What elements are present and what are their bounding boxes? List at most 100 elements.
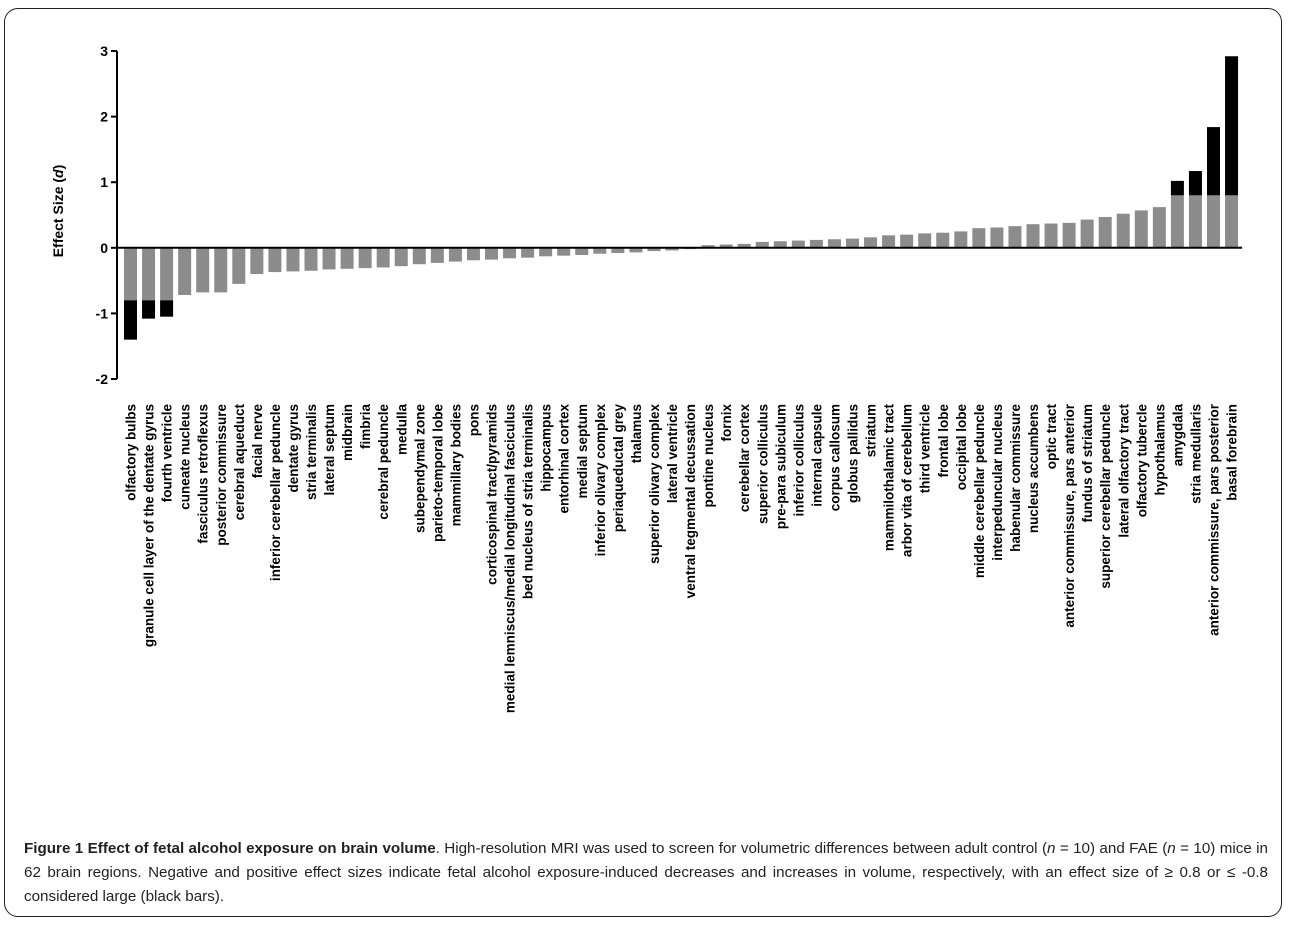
x-category-label: fasciculus retroflexus: [196, 404, 211, 544]
x-category-label: globus pallidus: [846, 404, 861, 503]
bar-arbor-vita-of-cerebellum: [900, 234, 914, 248]
bar-corpus-callosum: [827, 239, 841, 248]
x-category-label: third ventricle: [918, 404, 933, 494]
x-category-label: lateral septum: [322, 404, 337, 496]
bar-fasciculus-retroflexus: [196, 247, 210, 293]
x-category-label: periaqueductal grey: [611, 404, 626, 533]
x-category-label: medial lemniscus/medial longitudinal fas…: [503, 404, 518, 713]
bar-interpeduncular-nucleus: [990, 227, 1004, 248]
x-category-label: middle cerebellar peduncle: [972, 404, 987, 579]
bar-nucleus-accumbens: [1026, 224, 1040, 248]
x-category-label: medulla: [394, 404, 409, 456]
x-category-label: stria medullaris: [1188, 404, 1203, 504]
bar-olfactory-bulbs: [124, 247, 137, 301]
bar-frontal-lobe: [936, 232, 950, 248]
bar-habenular-commissure: [1008, 226, 1022, 248]
bar-basal-forebrain: [1225, 195, 1239, 248]
x-category-label: superior cerebellar peduncle: [1098, 404, 1113, 589]
bar-midbrain: [340, 247, 354, 269]
x-category-label: facial nerve: [250, 404, 265, 479]
x-category-label: cerebellar cortex: [737, 404, 752, 513]
x-category-label: hypothalamus: [1152, 404, 1167, 496]
x-category-label: inferior colliculus: [791, 404, 806, 517]
bar-lateral-ventricle: [665, 247, 679, 251]
bar-superior-colliculus: [755, 241, 769, 248]
bar-occipital-lobe: [954, 231, 968, 248]
x-category-label: ventral tegmental decussation: [683, 404, 698, 598]
x-category-label: medial septum: [575, 404, 590, 499]
x-category-label: dentate gyrus: [286, 404, 301, 493]
bar-lateral-septum: [322, 247, 336, 270]
x-category-label: nucleus accumbens: [1026, 404, 1041, 533]
bar-anterior-commissure-pars-posterior-large: [1207, 127, 1220, 196]
x-category-label: anterior commissure, pars posterior: [1207, 403, 1222, 636]
x-category-label: pons: [466, 404, 481, 436]
bar-stria-medullaris: [1188, 195, 1202, 248]
bar-inferior-colliculus: [791, 240, 805, 248]
bar-anterior-commissure-pars-posterior: [1207, 195, 1220, 248]
bar-fimbria: [358, 247, 372, 269]
x-category-label: cerebral aqueduct: [232, 404, 247, 521]
bar-third-ventricle: [918, 233, 932, 248]
bar-fornix: [719, 244, 733, 248]
bar-optic-tract: [1044, 223, 1058, 248]
y-tick-label: -1: [96, 305, 109, 321]
x-category-label: cuneate nucleus: [178, 404, 193, 510]
x-category-label: olfactory bulbs: [124, 404, 139, 501]
x-category-label: granule cell layer of the dentate gyrus: [142, 404, 157, 647]
bar-thalamus: [629, 247, 643, 253]
x-category-label: corpus callosum: [827, 404, 842, 511]
bar-cerebral-peduncle: [376, 247, 390, 268]
x-category-label: occipital lobe: [954, 404, 969, 491]
bar-lateral-olfactory-tract: [1116, 213, 1130, 248]
caption-text-1: . High-resolution MRI was used to screen…: [435, 840, 1047, 857]
x-category-label: pre-para subiculum: [773, 404, 788, 529]
x-category-label: amygdala: [1170, 404, 1185, 467]
bar-parieto-temporal-lobe: [430, 247, 444, 263]
bar-medial-septum: [575, 247, 589, 256]
x-category-label: superior colliculus: [755, 404, 770, 524]
bar-hippocampus: [539, 247, 553, 257]
bar-fundus-of-striatum: [1080, 219, 1094, 248]
x-category-label: superior olivary complex: [647, 404, 662, 564]
bar-hypothalamus: [1152, 207, 1166, 248]
x-category-label: fourth ventricle: [160, 404, 175, 503]
bar-bed-nucleus-of-stria-terminalis: [521, 247, 535, 258]
x-category-label: parieto-temporal lobe: [430, 404, 445, 543]
bar-medial-lemniscus-medial-longitudinal-fasciculus: [503, 247, 517, 259]
bar-cuneate-nucleus: [178, 247, 192, 296]
bar-stria-terminalis: [304, 247, 318, 271]
bar-fourth-ventricle-large: [160, 300, 174, 317]
x-category-label: inferior olivary complex: [593, 404, 608, 557]
bar-olfactory-bulbs-large: [124, 300, 137, 340]
x-category-label: entorhinal cortex: [557, 404, 572, 514]
x-category-label: internal capsule: [809, 404, 824, 507]
bar-cerebral-aqueduct: [232, 247, 246, 284]
bar-pre-para-subiculum: [773, 241, 787, 248]
bar-fourth-ventricle: [160, 247, 174, 301]
caption-n1-var: n: [1047, 840, 1056, 857]
x-category-label: habenular commissure: [1008, 404, 1023, 552]
bar-entorhinal-cortex: [557, 247, 571, 256]
x-category-label: lateral olfactory tract: [1116, 404, 1131, 538]
y-tick-label: 3: [100, 43, 108, 59]
bar-cerebellar-cortex: [737, 243, 751, 248]
caption-n2-var: n: [1167, 840, 1176, 857]
bar-anterior-commissure-pars-anterior: [1062, 222, 1076, 248]
x-category-label: interpeduncular nucleus: [990, 404, 1005, 561]
bar-medulla: [394, 247, 408, 267]
caption-title: Effect of fetal alcohol exposure on brai…: [87, 840, 436, 857]
x-category-label: inferior cerebellar peduncle: [268, 404, 283, 582]
bar-mammillary-bodies: [448, 247, 462, 262]
x-category-label: subependymal zone: [412, 404, 427, 534]
x-category-label: olfactory tubercle: [1134, 404, 1149, 518]
bar-amygdala-large: [1170, 180, 1184, 196]
y-tick-label: -2: [96, 371, 109, 387]
x-category-label: midbrain: [340, 404, 355, 461]
x-category-label: corticospinal tract/pyramids: [485, 404, 500, 585]
figure-caption: Figure 1 Effect of fetal alcohol exposur…: [24, 837, 1268, 909]
bar-striatum: [864, 237, 878, 248]
x-category-label: basal forebrain: [1225, 404, 1240, 501]
bar-superior-cerebellar-peduncle: [1098, 216, 1112, 248]
bar-chart: -2 -1 0 1 2 3 Effect Size (d) olfactory bulbs gr…: [50, 43, 1243, 713]
